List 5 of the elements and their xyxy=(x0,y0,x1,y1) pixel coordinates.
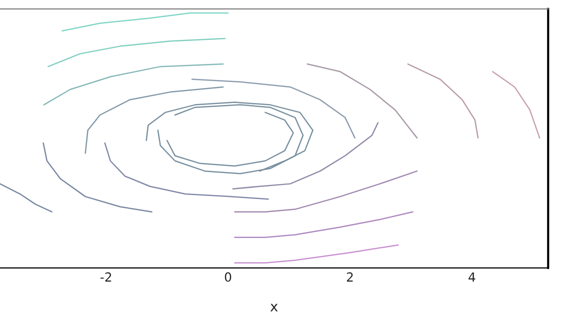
x-tick-label: 4 xyxy=(468,272,476,282)
x-tick-label: 2 xyxy=(346,272,353,282)
x-tick-label: 0 xyxy=(224,272,232,282)
x-tick-label: -2 xyxy=(100,272,112,282)
x-axis-title: x xyxy=(270,304,278,312)
